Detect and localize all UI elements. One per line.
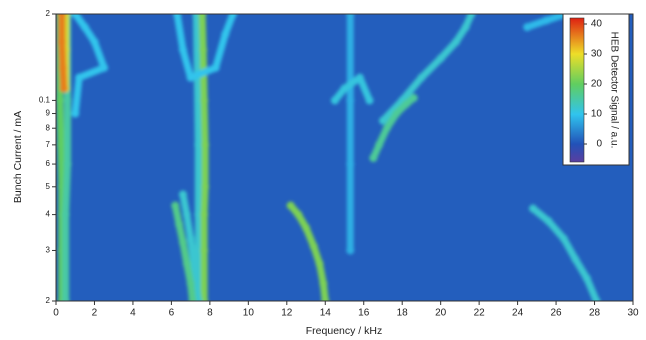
signal-streak <box>571 255 591 282</box>
x-axis-label: Frequency / kHz <box>306 325 382 337</box>
signal-streak <box>437 38 460 62</box>
x-tick-label: 20 <box>435 308 447 319</box>
signal-streak <box>192 14 201 82</box>
signal-streak <box>187 235 198 272</box>
y-tick-label: 4 <box>46 210 51 219</box>
signal-streak <box>398 74 425 104</box>
signal-streak <box>193 74 202 149</box>
signal-streak <box>583 274 600 301</box>
signal-streak <box>179 238 191 268</box>
features <box>56 14 601 301</box>
signal-streak <box>198 14 207 54</box>
signal-streak <box>200 183 209 219</box>
y-tick-label: 7 <box>46 140 51 149</box>
signal-streak <box>356 74 374 104</box>
signal-streak <box>200 96 209 149</box>
signal-streak <box>544 217 568 243</box>
plot-frame <box>55 13 634 302</box>
background <box>56 14 633 301</box>
signal-streak <box>90 38 108 72</box>
colorbar-tick-label: 40 <box>591 19 603 30</box>
y-axis-label: Bunch Current / mA <box>12 111 24 203</box>
x-tick-label: 30 <box>627 308 639 319</box>
signal-streak <box>183 211 195 243</box>
x-tick-label: 6 <box>169 308 175 319</box>
signal-streak <box>212 30 229 72</box>
y-tick-label: 0.1 <box>39 96 51 105</box>
x-tick-label: 0 <box>53 308 59 319</box>
y-tick-label: 2 <box>46 296 51 305</box>
signal-streak <box>71 74 83 118</box>
signal-streak <box>379 96 406 125</box>
signal-streak <box>221 14 237 38</box>
colorbar-tick-label: 10 <box>591 109 603 120</box>
x-tick-label: 24 <box>512 308 524 319</box>
x-tick-label: 10 <box>243 308 255 319</box>
y-tick-label: 2 <box>46 9 51 18</box>
signal-streak <box>56 96 65 149</box>
y-tick-label: 3 <box>46 246 51 255</box>
x-tick-label: 28 <box>589 308 601 319</box>
signal-streak <box>542 14 570 24</box>
signal-streak <box>187 280 197 301</box>
signal-streak <box>62 160 72 219</box>
x-tick-label: 8 <box>207 308 213 319</box>
signal-streak <box>59 64 68 93</box>
y-tick-label: 9 <box>46 109 51 118</box>
x-tick-label: 2 <box>92 308 98 319</box>
y-tick-label: 6 <box>46 159 51 168</box>
signal-streak <box>462 14 475 31</box>
y-tick-label: 5 <box>46 182 51 191</box>
y-tick-label: 8 <box>46 123 51 132</box>
x-tick-label: 14 <box>320 308 332 319</box>
colorbar-label: HEB Detector Signal / a.u. <box>608 32 619 149</box>
colorbar-tick-label: 20 <box>591 79 603 90</box>
x-tick-label: 18 <box>397 308 409 319</box>
x-tick-label: 12 <box>281 308 293 319</box>
signal-streak <box>319 280 329 301</box>
signal-streak <box>58 38 67 72</box>
x-tick-label: 26 <box>551 308 563 319</box>
colorbar-tick-label: 30 <box>591 49 603 60</box>
signal-streak <box>57 141 66 191</box>
signal-streak <box>402 94 418 108</box>
plot-area <box>56 14 633 301</box>
colorbar <box>569 17 585 163</box>
signal-streak <box>190 264 202 301</box>
signal-streak <box>187 64 220 82</box>
signal-streak <box>173 14 187 54</box>
signal-streak <box>417 54 445 82</box>
x-tick-label: 4 <box>130 308 136 319</box>
signal-streak <box>75 64 108 82</box>
colorbar-tick-label: 0 <box>596 139 602 150</box>
x-tick-label: 22 <box>474 308 486 319</box>
signal-streak <box>179 46 195 82</box>
x-tick-label: 16 <box>358 308 370 319</box>
signal-streak <box>560 235 579 263</box>
